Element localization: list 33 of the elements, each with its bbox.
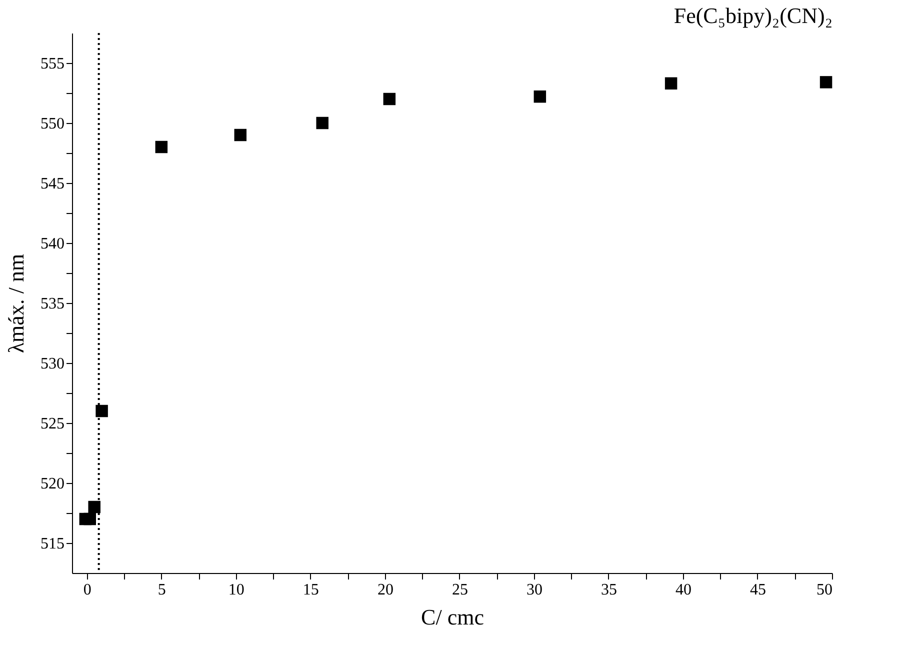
y-tick-label: 520 xyxy=(40,476,64,492)
x-tick-label: 35 xyxy=(600,582,617,598)
y-tick-label: 555 xyxy=(40,56,64,72)
x-tick-label: 40 xyxy=(675,582,692,598)
y-tick-label: 525 xyxy=(40,416,64,432)
x-tick-label: 50 xyxy=(816,582,832,598)
x-tick-label: 25 xyxy=(452,582,468,598)
x-tick-label: 30 xyxy=(526,582,542,598)
x-tick-label: 0 xyxy=(83,582,92,598)
point xyxy=(383,92,396,106)
x-tick-label: 10 xyxy=(228,582,244,598)
point xyxy=(96,404,108,418)
y-tick-label: 540 xyxy=(40,236,64,252)
x-tick-label: 15 xyxy=(302,582,319,598)
y-tick-label: 545 xyxy=(40,176,64,192)
point xyxy=(820,76,832,88)
point xyxy=(664,77,678,90)
point xyxy=(534,90,546,103)
x-tick-label: 20 xyxy=(377,582,394,598)
y-tick-label: 530 xyxy=(40,356,64,372)
point xyxy=(155,140,168,154)
point xyxy=(316,116,328,130)
y-tick-label: 535 xyxy=(40,296,64,312)
point xyxy=(84,512,96,526)
chart-title: Fe(C₅bipy)₂(CN)₂ xyxy=(674,3,832,28)
y-axis-title: λmáx. / nm xyxy=(4,254,28,354)
point xyxy=(88,500,100,514)
x-tick-label: 5 xyxy=(158,582,166,598)
point xyxy=(234,128,247,142)
x-tick-label: 45 xyxy=(750,582,766,598)
y-tick-label: 550 xyxy=(40,116,64,132)
x-axis-title: C/ cmc xyxy=(421,604,484,630)
y-tick-label: 515 xyxy=(40,536,64,552)
